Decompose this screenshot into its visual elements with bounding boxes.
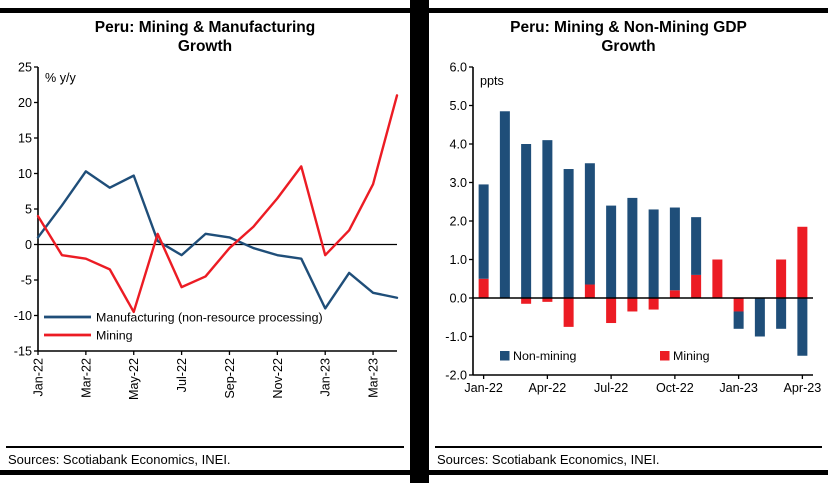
left-chart-title: Peru: Mining & Manufacturing Growth	[94, 19, 316, 56]
left-chart-panel: Peru: Mining & Manufacturing Growth 25 20…	[0, 8, 410, 475]
svg-text:Jul-22: Jul-22	[175, 358, 189, 392]
svg-text:May-22: May-22	[127, 358, 141, 400]
right-chart-panel: Peru: Mining & Non-Mining GDP Growth 6.0…	[429, 8, 828, 475]
svg-text:6.0: 6.0	[449, 60, 467, 74]
svg-text:Mar-22: Mar-22	[79, 358, 93, 398]
svg-text:Apr-23: Apr-23	[783, 381, 821, 395]
svg-text:Sep-22: Sep-22	[223, 358, 237, 399]
svg-text:Mining: Mining	[96, 328, 133, 342]
svg-text:Jul-22: Jul-22	[594, 381, 628, 395]
svg-text:1.0: 1.0	[449, 253, 467, 267]
svg-text:4.0: 4.0	[449, 137, 467, 151]
svg-text:0.0: 0.0	[449, 291, 467, 305]
svg-text:-5: -5	[21, 273, 32, 287]
svg-text:5: 5	[25, 202, 32, 216]
svg-text:-1.0: -1.0	[445, 330, 467, 344]
svg-text:-2.0: -2.0	[445, 368, 467, 382]
svg-text:2.0: 2.0	[449, 214, 467, 228]
svg-text:-10: -10	[14, 309, 32, 323]
svg-text:Manufacturing (non-resource pr: Manufacturing (non-resource processing)	[96, 310, 323, 324]
svg-text:Jan-22: Jan-22	[464, 381, 503, 395]
svg-text:10: 10	[18, 167, 32, 181]
svg-text:5.0: 5.0	[449, 99, 467, 113]
svg-text:Jan-23: Jan-23	[719, 381, 758, 395]
svg-text:25: 25	[18, 60, 32, 74]
svg-text:Mining: Mining	[673, 349, 710, 363]
svg-text:Oct-22: Oct-22	[656, 381, 694, 395]
svg-text:-15: -15	[14, 344, 32, 358]
right-sources-note: Sources: Scotiabank Economics, INEI.	[435, 446, 822, 470]
svg-text:15: 15	[18, 131, 32, 145]
svg-text:Jan-23: Jan-23	[319, 358, 333, 397]
svg-text:20: 20	[18, 96, 32, 110]
left-sources-note: Sources: Scotiabank Economics, INEI.	[6, 446, 404, 470]
svg-text:% y/y: % y/y	[45, 71, 76, 85]
svg-text:Non-mining: Non-mining	[513, 349, 576, 363]
svg-text:Nov-22: Nov-22	[271, 358, 285, 399]
svg-text:Jan-22: Jan-22	[32, 358, 46, 397]
svg-text:0: 0	[25, 238, 32, 252]
right-chart-title: Peru: Mining & Non-Mining GDP Growth	[510, 19, 747, 56]
svg-text:Apr-22: Apr-22	[528, 381, 566, 395]
svg-text:3.0: 3.0	[449, 176, 467, 190]
panel-divider	[410, 0, 429, 483]
svg-text:ppts: ppts	[480, 74, 504, 88]
svg-text:Mar-23: Mar-23	[367, 358, 381, 398]
